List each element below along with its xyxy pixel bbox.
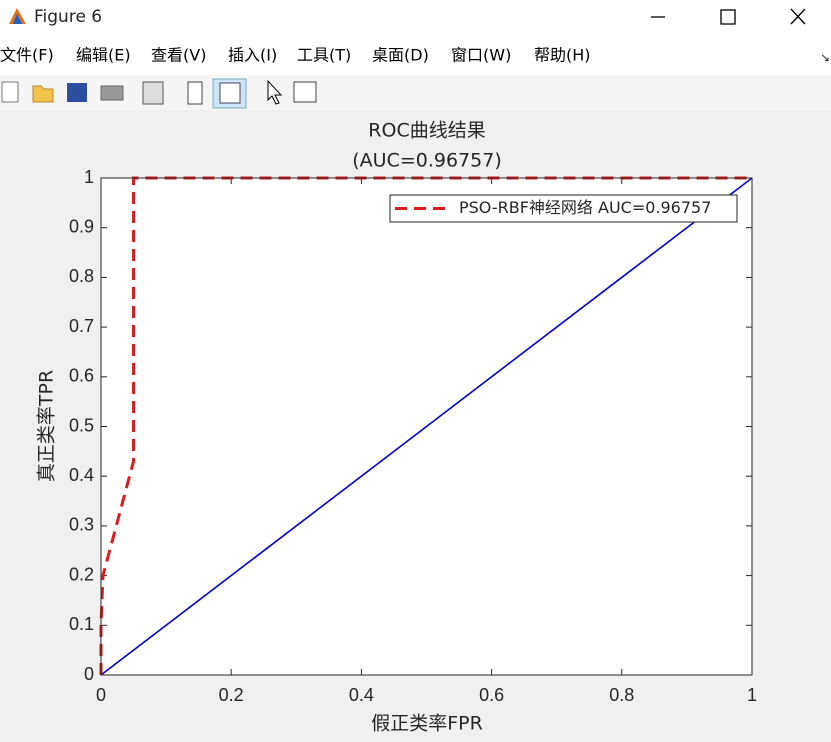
maximize-button[interactable] bbox=[720, 9, 736, 25]
x-axis-label: 假正类率FPR bbox=[371, 713, 483, 735]
y-tick-label: 0.1 bbox=[69, 614, 94, 634]
y-tick-label: 0.3 bbox=[69, 515, 94, 535]
y-axis-label: 真正类率TPR bbox=[36, 370, 58, 482]
link-icon[interactable] bbox=[142, 81, 164, 105]
pointer-icon[interactable] bbox=[267, 79, 283, 105]
menu-item[interactable]: 帮助(H) bbox=[534, 46, 591, 65]
axes-box bbox=[100, 177, 753, 676]
x-tick-label: 0.2 bbox=[219, 685, 244, 705]
y-tick-label: 0.4 bbox=[69, 465, 94, 485]
y-tick-label: 0.6 bbox=[69, 366, 94, 386]
x-tick-label: 0.4 bbox=[349, 685, 374, 705]
property-icon[interactable] bbox=[293, 81, 317, 103]
menu-item[interactable]: 插入(I) bbox=[228, 46, 277, 65]
new-icon[interactable] bbox=[1, 81, 19, 103]
y-tick-label: 0.9 bbox=[69, 216, 94, 236]
colorbar-icon[interactable] bbox=[187, 81, 203, 105]
menu-item[interactable]: 文件(F) bbox=[0, 46, 54, 65]
series-line bbox=[100, 177, 753, 676]
chart-subtitle: (AUC=0.96757) bbox=[352, 150, 502, 172]
menu-item[interactable]: 工具(T) bbox=[297, 46, 351, 65]
open-icon[interactable] bbox=[32, 85, 54, 103]
close-button[interactable] bbox=[790, 8, 806, 25]
print-icon[interactable] bbox=[100, 85, 124, 101]
x-tick-label: 0 bbox=[96, 685, 106, 705]
menu-item[interactable]: 编辑(E) bbox=[76, 46, 131, 65]
menu-item[interactable]: 窗口(W) bbox=[451, 46, 511, 65]
menu-item[interactable]: 查看(V) bbox=[151, 46, 206, 65]
toolbar-icons bbox=[1, 78, 317, 109]
title-bar bbox=[0, 0, 831, 33]
legend-box bbox=[389, 194, 738, 223]
menu-overflow[interactable]: ↘ bbox=[820, 51, 830, 65]
y-tick-label: 0.7 bbox=[69, 316, 94, 336]
y-tick-label: 0.8 bbox=[69, 266, 94, 286]
legend-label: PSO-RBF神经网络 AUC=0.96757 bbox=[459, 198, 711, 217]
window-title: Figure 6 bbox=[34, 7, 102, 27]
y-tick-label: 0 bbox=[84, 664, 94, 684]
save-icon[interactable] bbox=[67, 83, 87, 102]
chart-title: ROC曲线结果 bbox=[368, 120, 485, 142]
menu-bar bbox=[0, 33, 831, 75]
x-tick-label: 1 bbox=[747, 685, 757, 705]
menu-item[interactable]: 桌面(D) bbox=[372, 46, 429, 65]
y-tick-label: 1 bbox=[84, 167, 94, 187]
app-icon bbox=[9, 8, 26, 24]
y-tick-label: 0.5 bbox=[69, 415, 94, 435]
x-tick-label: 0.8 bbox=[609, 685, 634, 705]
x-tick-label: 0.6 bbox=[479, 685, 504, 705]
toolbar bbox=[0, 75, 831, 110]
y-tick-label: 0.2 bbox=[69, 564, 94, 584]
